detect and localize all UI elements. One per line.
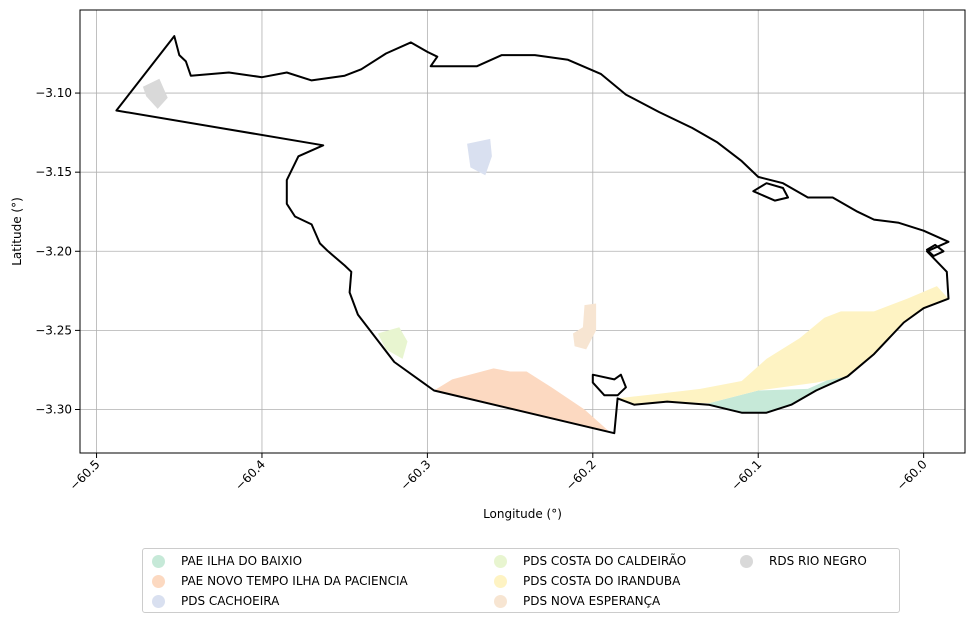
legend-swatch <box>494 594 507 608</box>
legend-swatch <box>494 574 507 588</box>
legend-item: PDS CACHOEIRA <box>143 592 279 610</box>
x-axis-label: Longitude (°) <box>483 507 562 521</box>
legend-label: PAE ILHA DO BAIXIO <box>181 554 303 568</box>
y-tick-label: −3.10 <box>35 86 72 100</box>
legend-label: PAE NOVO TEMPO ILHA DA PACIENCIA <box>181 574 408 588</box>
x-tick-label: −60.5 <box>67 457 103 493</box>
boundary-line <box>115 35 950 435</box>
municipality-boundary <box>115 35 950 435</box>
area-rds-rio-negro <box>142 78 168 109</box>
area-pds-cachoeira <box>467 138 492 176</box>
area-pds-nova-esperanca <box>573 303 597 350</box>
x-ticks: −60.5 −60.4 −60.3 −60.2 −60.1 −60.0 <box>67 453 930 493</box>
island-outline <box>926 243 945 257</box>
x-tick-label: −60.3 <box>398 457 434 493</box>
legend-label: PDS CACHOEIRA <box>181 594 280 608</box>
legend-label: PDS COSTA DO CALDEIRÃO <box>523 554 687 568</box>
legend-swatch <box>740 554 753 568</box>
y-tick-label: −3.20 <box>35 244 72 258</box>
area-pds-costa-do-caldeirao <box>377 327 408 359</box>
area-pae-ilha-do-baixio <box>708 376 848 413</box>
island-outline <box>752 182 789 202</box>
legend-label: PDS NOVA ESPERANÇA <box>523 594 661 608</box>
plot-frame <box>79 9 966 454</box>
y-ticks: −3.30 −3.25 −3.20 −3.15 −3.10 <box>35 86 80 416</box>
legend-item: PAE NOVO TEMPO ILHA DA PACIENCIA <box>143 572 408 590</box>
legend-item: RDS RIO NEGRO <box>731 552 867 570</box>
legend-item: PDS COSTA DO IRANDUBA <box>485 572 680 590</box>
y-tick-label: −3.25 <box>35 323 72 337</box>
protected-areas <box>142 78 949 434</box>
legend-swatch <box>152 594 165 608</box>
x-tick-label: −60.2 <box>563 457 599 493</box>
x-tick-label: −60.4 <box>232 457 268 493</box>
legend-item: PDS COSTA DO CALDEIRÃO <box>485 552 686 570</box>
legend-label: PDS COSTA DO IRANDUBA <box>523 574 681 588</box>
legend-swatch <box>152 574 165 588</box>
x-tick-label: −60.0 <box>894 457 930 493</box>
legend-swatch <box>494 554 507 568</box>
legend: PAE ILHA DO BAIXIO PAE NOVO TEMPO ILHA DA… <box>142 548 900 613</box>
area-pae-novo-tempo-ilha-da-paciencia <box>434 368 615 434</box>
legend-item: PAE ILHA DO BAIXIO <box>143 552 302 570</box>
x-tick-label: −60.1 <box>728 457 764 493</box>
legend-label: RDS RIO NEGRO <box>769 554 867 568</box>
island-outline <box>591 373 627 397</box>
area-pds-costa-do-iranduba <box>617 286 949 405</box>
legend-item: PDS NOVA ESPERANÇA <box>485 592 660 610</box>
y-axis-label: Latitude (°) <box>10 197 24 266</box>
y-tick-label: −3.15 <box>35 165 72 179</box>
y-tick-label: −3.30 <box>35 402 72 416</box>
legend-swatch <box>152 554 165 568</box>
